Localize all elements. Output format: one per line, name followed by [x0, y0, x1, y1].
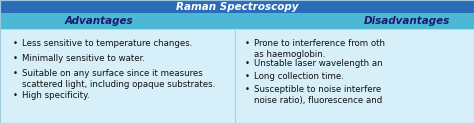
Text: •: • — [245, 72, 250, 81]
Text: •: • — [13, 69, 18, 78]
Text: Disadvantages: Disadvantages — [364, 16, 450, 26]
Text: Prone to interference from oth
as haemoglobin.: Prone to interference from oth as haemog… — [254, 39, 384, 59]
Text: •: • — [245, 59, 250, 68]
Text: Susceptible to noise interfere
noise ratio), fluorescence and: Susceptible to noise interfere noise rat… — [254, 85, 382, 105]
Text: Less sensitive to temperature changes.: Less sensitive to temperature changes. — [22, 39, 192, 48]
Bar — [0, 13, 474, 29]
Text: Suitable on any surface since it measures
scattered light, including opaque subs: Suitable on any surface since it measure… — [22, 69, 215, 89]
Text: Unstable laser wavelength an: Unstable laser wavelength an — [254, 59, 382, 68]
Text: •: • — [13, 54, 18, 63]
Bar — [0, 29, 474, 123]
Text: Minimally sensitive to water.: Minimally sensitive to water. — [22, 54, 145, 63]
Text: •: • — [13, 39, 18, 48]
Text: Long collection time.: Long collection time. — [254, 72, 344, 81]
Text: High specificity.: High specificity. — [22, 91, 90, 100]
Bar — [0, 0, 474, 13]
Text: Advantages: Advantages — [64, 16, 133, 26]
Text: Raman Spectroscopy: Raman Spectroscopy — [176, 1, 298, 11]
Text: •: • — [13, 91, 18, 100]
Text: •: • — [245, 39, 250, 48]
Text: •: • — [245, 85, 250, 94]
